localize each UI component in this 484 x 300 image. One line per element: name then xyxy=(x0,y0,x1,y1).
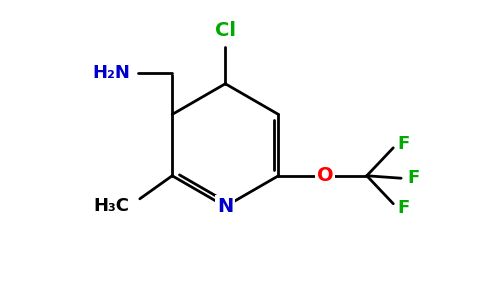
Text: H₃C: H₃C xyxy=(93,197,129,215)
Text: N: N xyxy=(217,197,233,216)
Text: F: F xyxy=(407,169,419,187)
Text: F: F xyxy=(397,199,409,217)
Text: O: O xyxy=(317,166,333,185)
Text: H₂N: H₂N xyxy=(92,64,131,82)
Text: F: F xyxy=(397,135,409,153)
Text: Cl: Cl xyxy=(215,21,236,40)
